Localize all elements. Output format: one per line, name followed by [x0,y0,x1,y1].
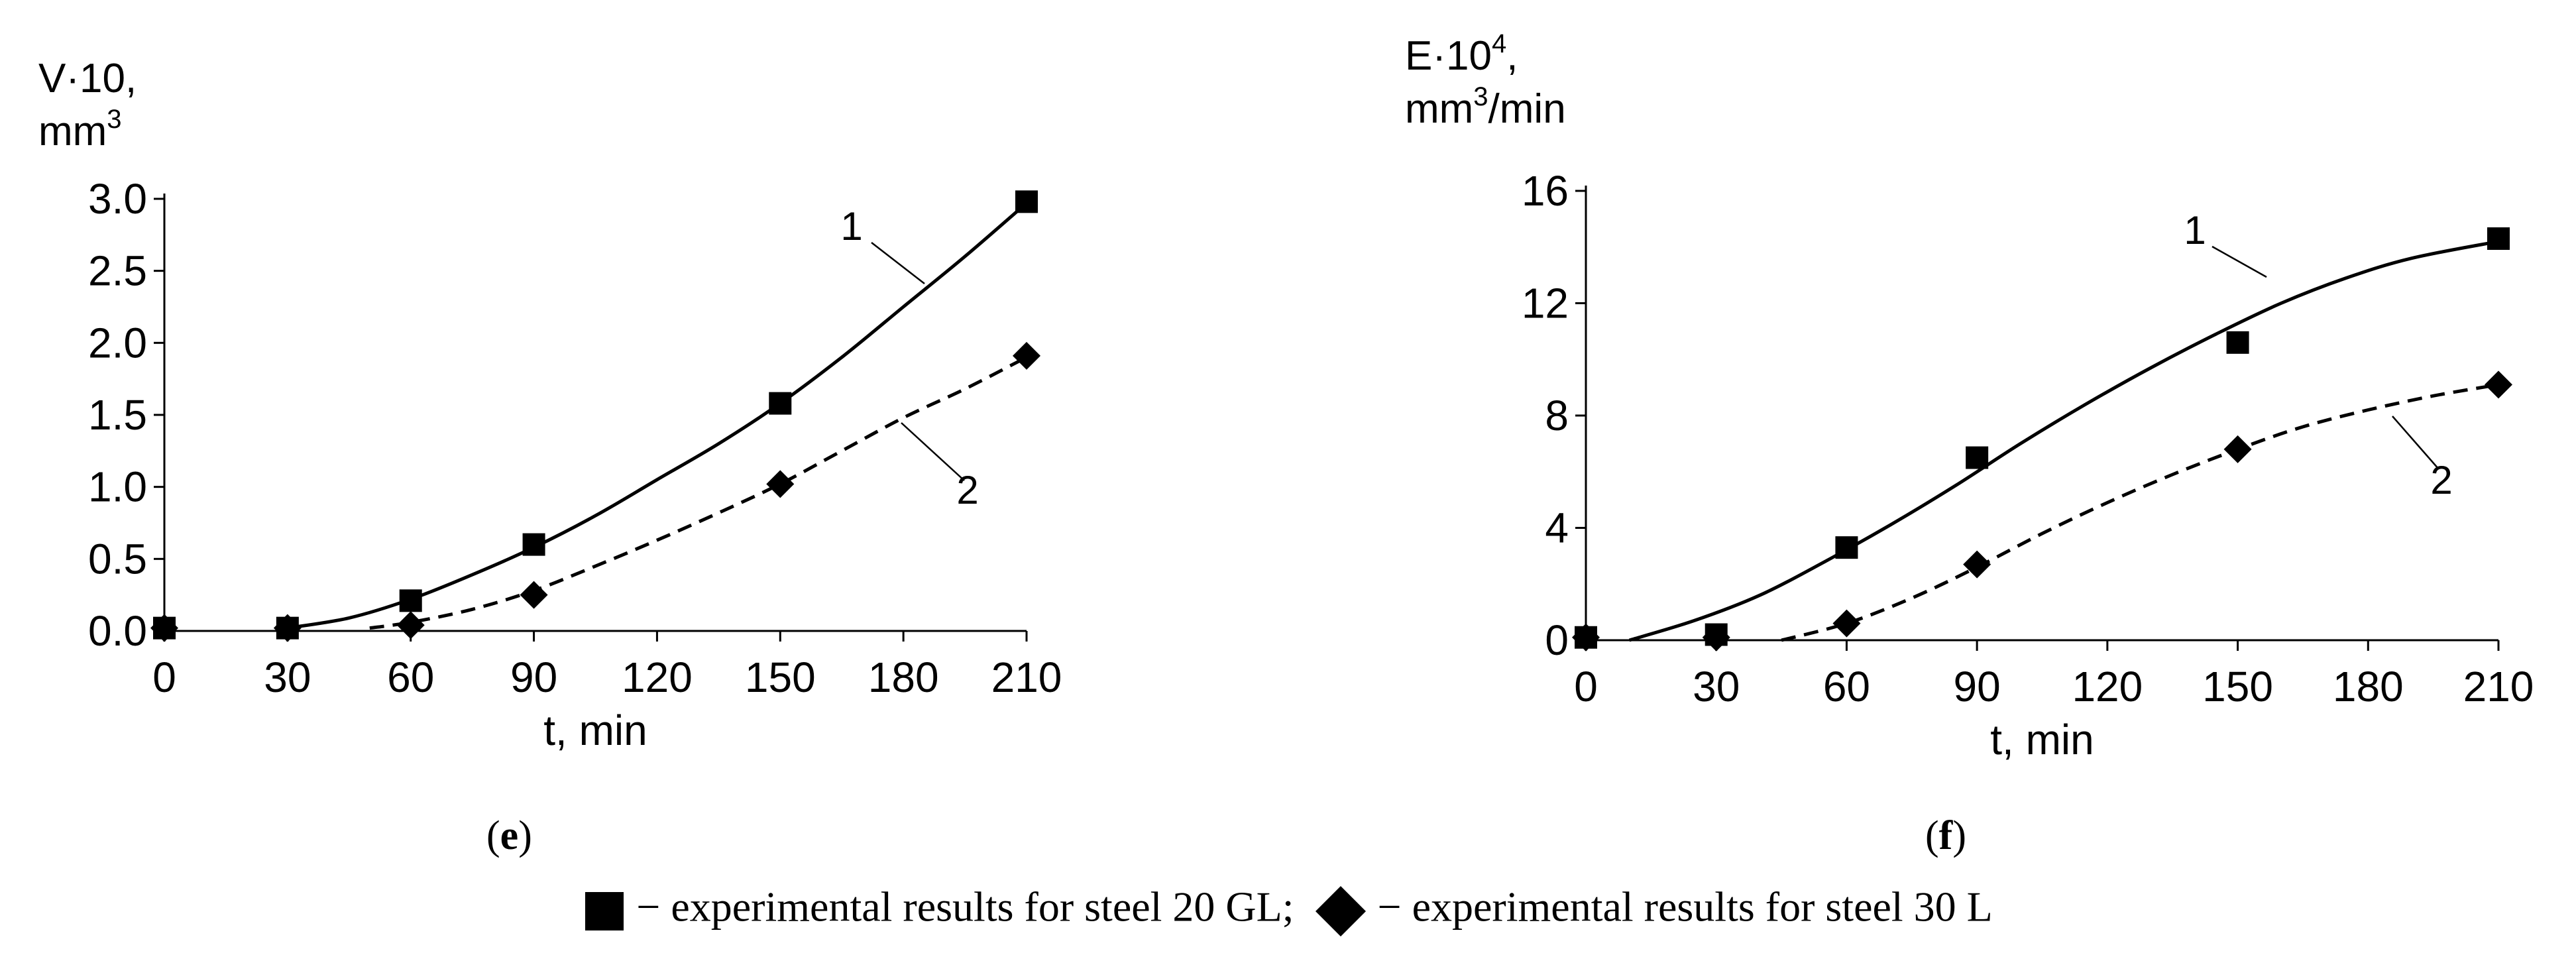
x-tick-label: 210 [991,653,1062,701]
x-tick-label: 180 [2333,663,2404,710]
y-axis-label-e: V·10, mm3 [38,58,137,152]
panel-label-e: (e) [486,813,532,858]
x-tick-label: 180 [868,653,939,701]
data-point-square [2487,227,2510,251]
curve-label: 2 [956,468,978,512]
data-point-diamond [1013,341,1040,370]
curve-label-leader [2212,245,2267,278]
y-axis-label-f-unit-exp: 3 [1473,82,1488,111]
data-point-diamond [766,470,795,498]
y-axis-label-e-unit: mm [38,109,107,154]
x-axis-title: t, min [543,706,647,754]
y-tick-label: 3.0 [88,175,147,223]
data-point-square [1835,536,1858,559]
y-tick-label: 8 [1545,392,1569,439]
x-tick-label: 30 [264,653,311,701]
y-axis-label-f-exp: 4 [1491,29,1507,58]
data-point-diamond [150,614,178,642]
panel-label-e-letter: e [500,813,519,858]
y-tick-label: 2.0 [88,319,147,366]
data-point-diamond [273,614,302,642]
data-point-diamond [2485,370,2512,399]
y-tick-label: 0.0 [88,607,147,655]
y-tick-label: 1.5 [88,391,147,439]
y-tick-label: 0 [1545,616,1569,664]
y-tick-label: 0.5 [88,535,147,583]
x-tick-label: 150 [745,653,816,701]
x-tick-label: 210 [2463,663,2534,710]
legend-square-marker [585,892,624,930]
panel-label-f-letter: f [1938,813,1953,858]
chart-panel-e: 0.0 0.5 1.0 1.5 2.0 2.5 3.0 0 30 60 90 120 150 180 210… [88,175,1062,754]
y-axis-label-f-per-min: /min [1488,86,1566,132]
y-tick-label: 4 [1545,504,1569,552]
data-point-diamond [1963,550,1991,579]
curve-label: 2 [2430,458,2452,502]
x-tick-label: 0 [1574,663,1598,710]
data-point-diamond [1702,623,1730,651]
x-tick-label: 120 [622,653,693,701]
x-tick-label: 60 [1823,663,1870,710]
y-tick-label: 12 [1522,280,1569,327]
y-axis-label-f-base: E·10 [1405,33,1492,79]
curve-label-leader [871,242,925,284]
series-curve-2 [1781,382,2499,642]
y-axis-label-e-exp: 3 [107,105,122,134]
data-point-diamond [1572,623,1600,651]
legend-item-steel-30l: − experimental results for steel 30 L [1367,883,1993,930]
legend: − experimental results for steel 20 GL; … [0,885,2576,938]
y-axis-label-e-line2: mm3 [38,106,137,154]
series-curve-1 [1628,239,2499,642]
y-axis-label-f-line1: E·104, [1405,30,1566,79]
curve-label-leader [901,422,965,481]
x-tick-label: 120 [2072,663,2143,710]
data-point-square [1015,190,1038,213]
y-axis-label-f: E·104, mm3/min [1405,30,1566,132]
y-axis-label-f-comma: , [1506,33,1518,79]
y-tick-label: 1.0 [88,463,147,511]
x-axis-title: t, min [1990,716,2094,763]
curve-label: 1 [2184,208,2206,253]
data-point-diamond [396,611,425,640]
data-point-diamond [1832,609,1861,638]
x-tick-label: 30 [1693,663,1740,710]
x-tick-label: 0 [152,653,176,701]
y-axis-label-f-line2: mm3/min [1405,84,1566,132]
y-axis-label-f-unit: mm [1405,86,1474,132]
data-point-square [769,392,792,415]
data-point-square [399,589,422,612]
x-tick-label: 60 [387,653,434,701]
y-tick-label: 2.5 [88,247,147,295]
data-point-square [1966,446,1989,469]
series-curve-2 [369,355,1028,630]
curve-label-leader [2392,416,2439,470]
data-point-square [2226,331,2249,354]
data-point-diamond [2223,435,2252,463]
series-curve-1 [287,201,1028,630]
data-point-diamond [520,581,548,609]
legend-item-steel-20gl: − experimental results for steel 20 GL; [626,883,1294,930]
x-tick-label: 150 [2202,663,2273,710]
data-point-square [522,533,545,556]
y-axis-label-e-line1: V·10, [38,56,137,101]
panel-label-f: (f) [1925,813,1966,858]
y-tick-label: 16 [1522,167,1569,215]
curve-label: 1 [840,204,862,249]
x-tick-label: 90 [1954,663,2001,710]
legend-diamond-marker [1315,886,1366,936]
x-tick-label: 90 [510,653,557,701]
